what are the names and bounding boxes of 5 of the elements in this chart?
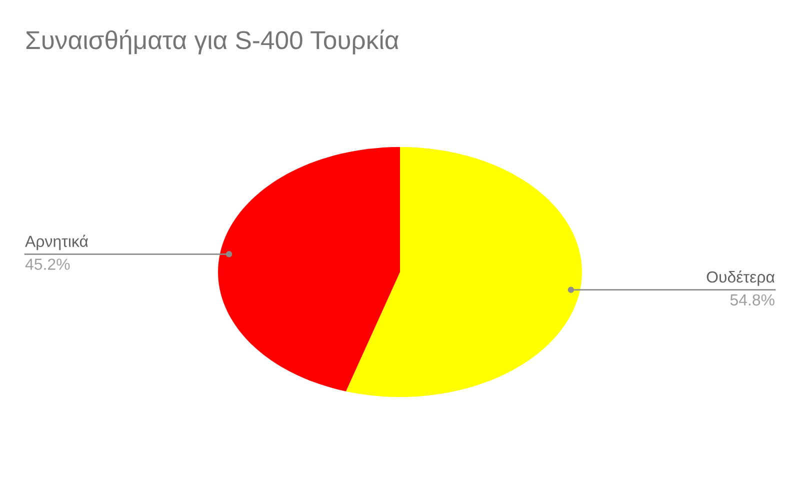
slice-label: Ουδέτερα [706,270,775,286]
data-label: 45.2% [25,258,70,270]
data-label: 54.8% [730,294,774,306]
slice-label: Αρνητικά [25,234,88,250]
chart-title: Συναισθήματα για S-400 Τουρκία [26,30,399,54]
